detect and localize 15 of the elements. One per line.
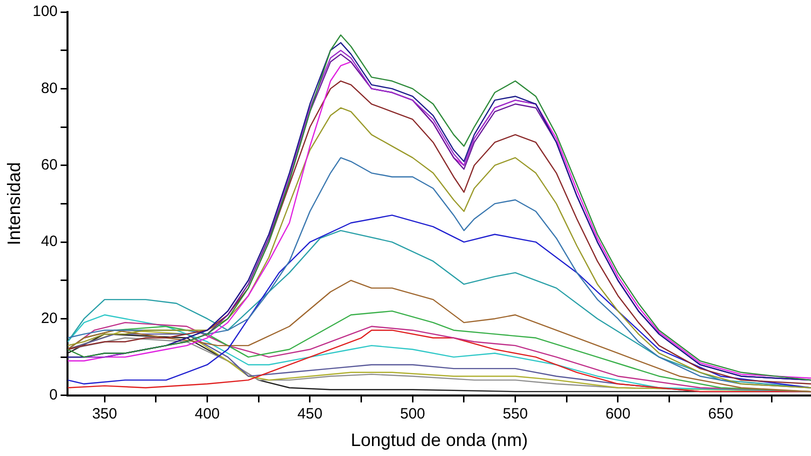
x-tick-label: 550 <box>502 406 528 423</box>
x-tick-label: 500 <box>400 406 426 423</box>
x-axis-title: Longtud de onda (nm) <box>350 430 528 450</box>
x-tick-label: 600 <box>605 406 630 423</box>
y-tick-label: 40 <box>40 233 58 250</box>
x-tick-label: 400 <box>194 406 220 423</box>
y-axis-title: Intensidad <box>4 162 24 246</box>
x-tick-label: 350 <box>92 406 118 423</box>
x-tick-label: 650 <box>708 406 734 423</box>
y-tick-label: 100 <box>32 3 58 20</box>
y-tick-label: 60 <box>40 156 58 174</box>
y-tick-label: 20 <box>40 310 58 327</box>
y-tick-label: 80 <box>40 80 58 97</box>
y-tick-label: 0 <box>49 386 58 404</box>
x-tick-label: 450 <box>297 406 322 423</box>
